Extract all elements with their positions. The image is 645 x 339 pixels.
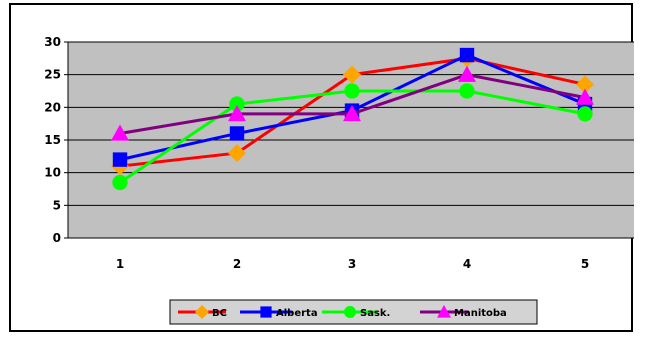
x-tick-label: 3	[348, 257, 356, 271]
y-tick-labels: 0 5 10 15 20 25 30	[44, 35, 68, 245]
y-tick-label: 0	[53, 231, 61, 245]
x-tick-label: 1	[116, 257, 124, 271]
series-manitoba	[111, 65, 594, 141]
x-tick-labels: 1 2 3 4 5	[116, 257, 589, 271]
legend-label: BC	[212, 308, 227, 319]
data-point-sask	[577, 106, 593, 122]
legend-marker	[195, 305, 209, 319]
data-point-manitoba	[343, 104, 361, 122]
series-group	[111, 47, 594, 191]
data-point-bc	[228, 144, 246, 163]
legend: BC Alberta Sask. Manitoba	[169, 299, 538, 325]
data-point-alberta	[112, 152, 128, 167]
legend-item-bc: BC	[178, 305, 227, 319]
data-point-bc	[576, 75, 594, 94]
y-tick-label: 25	[44, 68, 61, 82]
y-tick-label: 5	[53, 198, 61, 212]
data-point-sask	[344, 83, 360, 99]
legend-label: Manitoba	[454, 308, 507, 319]
legend-item-manitoba: Manitoba	[420, 305, 507, 319]
legend-item-alberta: Alberta	[240, 306, 318, 319]
data-point-sask	[112, 174, 128, 191]
y-tick-label: 10	[44, 166, 61, 180]
legend-item-sask: Sask.	[322, 306, 390, 319]
legend-marker	[344, 306, 356, 318]
y-tick-label: 20	[44, 100, 61, 114]
y-tick-label: 30	[44, 35, 61, 49]
x-tick-label: 2	[233, 257, 241, 271]
data-point-manitoba	[458, 65, 476, 82]
data-point-alberta	[459, 47, 475, 63]
series-sask	[112, 83, 593, 191]
legend-label: Alberta	[276, 308, 318, 319]
legend-marker	[437, 305, 451, 318]
legend-marker	[260, 306, 272, 318]
data-point-bc	[343, 65, 361, 84]
x-tick-label: 4	[463, 257, 471, 271]
data-point-alberta	[229, 126, 245, 141]
data-point-sask	[459, 83, 475, 99]
x-tick-label: 5	[581, 257, 589, 271]
y-tick-label: 15	[44, 133, 61, 147]
data-point-sask	[229, 96, 245, 112]
data-point-manitoba	[111, 124, 129, 141]
data-point-manitoba	[228, 104, 246, 122]
data-point-manitoba	[576, 88, 594, 105]
legend-label: Sask.	[360, 308, 390, 319]
